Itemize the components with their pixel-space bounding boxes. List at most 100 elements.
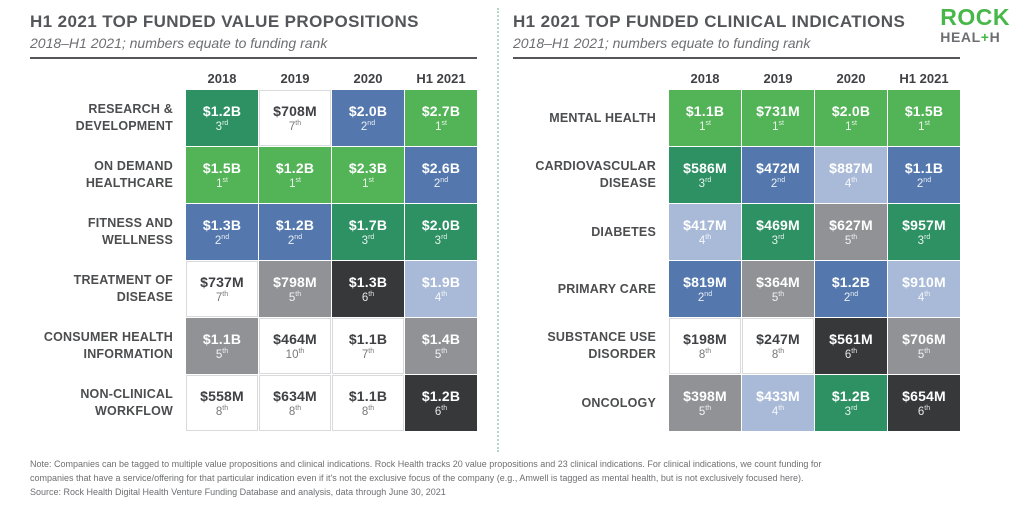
cell-amount: $469M bbox=[756, 217, 800, 234]
cell-rank: 2nd bbox=[434, 177, 448, 190]
row-label: CONSUMER HEALTH INFORMATION bbox=[43, 330, 173, 361]
rank-ordinal: th bbox=[924, 348, 931, 356]
cell-rank: 6th bbox=[845, 348, 857, 361]
rank-number: 1 bbox=[216, 177, 223, 190]
cell-amount: $398M bbox=[683, 388, 727, 405]
heatmap-cell: $2.6B 2nd bbox=[405, 147, 477, 203]
rank-ordinal: th bbox=[924, 291, 931, 299]
rank-ordinal: th bbox=[222, 348, 229, 356]
cell-amount: $1.2B bbox=[275, 217, 315, 234]
cell-amount: $1.9B bbox=[421, 274, 461, 291]
rank-number: 6 bbox=[434, 405, 442, 418]
cell-rank: 1st bbox=[362, 177, 374, 190]
rank-ordinal: th bbox=[295, 120, 302, 128]
heatmap-cell: $433M 4th bbox=[742, 375, 814, 431]
rank-ordinal: th bbox=[778, 405, 785, 413]
heatmap-cell: $464M 10th bbox=[259, 318, 331, 374]
cell-amount: $1.3B bbox=[348, 274, 388, 291]
cell-rank: 4th bbox=[918, 291, 930, 304]
rank-ordinal: st bbox=[778, 120, 784, 128]
rank-number: 6 bbox=[917, 405, 925, 418]
rank-ordinal: nd bbox=[440, 177, 449, 185]
cell-amount: $2.0B bbox=[421, 217, 461, 234]
rank-number: 3 bbox=[698, 177, 706, 190]
cell-amount: $1.7B bbox=[348, 217, 388, 234]
row-label: SUBSTANCE USE DISORDER bbox=[547, 330, 656, 361]
heatmap-cell: $957M 3rd bbox=[888, 204, 960, 260]
heatmap-cell: $654M 6th bbox=[888, 375, 960, 431]
rank-number: 3 bbox=[434, 234, 442, 247]
column-header: H1 2021 bbox=[416, 71, 466, 86]
row-label: RESEARCH & DEVELOPMENT bbox=[75, 102, 173, 133]
heatmap-cell: $1.5B 1st bbox=[888, 90, 960, 146]
heatmap-cell: $2.3B 1st bbox=[332, 147, 404, 203]
rank-ordinal: th bbox=[298, 348, 305, 356]
rank-ordinal: rd bbox=[222, 120, 229, 128]
cell-amount: $1.5B bbox=[202, 160, 242, 177]
cell-rank: 7th bbox=[289, 120, 301, 133]
heatmap-cell: $1.7B 3rd bbox=[332, 204, 404, 260]
logo-h-text: H bbox=[989, 29, 1001, 45]
cell-amount: $417M bbox=[683, 217, 727, 234]
row-label: FITNESS AND WELLNESS bbox=[87, 216, 173, 247]
heatmap-cell: $1.1B 5th bbox=[186, 318, 258, 374]
source-line: Source: Rock Health Digital Health Ventu… bbox=[30, 486, 446, 497]
cell-amount: $1.1B bbox=[348, 331, 388, 348]
heatmap-cell: $2.0B 2nd bbox=[332, 90, 404, 146]
row-label: ON DEMAND HEALTHCARE bbox=[85, 159, 173, 190]
cell-rank: 8th bbox=[772, 348, 784, 361]
heatmap-cell: $1.2B 2nd bbox=[259, 204, 331, 260]
rank-number: 4 bbox=[698, 234, 706, 247]
rank-ordinal: st bbox=[441, 120, 447, 128]
cell-rank: 8th bbox=[362, 405, 374, 418]
heatmap-cell: $398M 5th bbox=[669, 375, 741, 431]
footnotes: Note: Companies can be tagged to multipl… bbox=[30, 458, 978, 500]
row-label: TREATMENT OF DISEASE bbox=[73, 273, 173, 304]
cell-rank: 2nd bbox=[844, 291, 858, 304]
rank-number: 4 bbox=[917, 291, 925, 304]
cell-rank: 8th bbox=[289, 405, 301, 418]
cell-rank: 6th bbox=[435, 405, 447, 418]
rank-number: 8 bbox=[288, 405, 296, 418]
cell-amount: $558M bbox=[200, 388, 244, 405]
cell-rank: 1st bbox=[845, 120, 857, 133]
heatmap-cell: $627M 5th bbox=[815, 204, 887, 260]
rank-number: 5 bbox=[844, 234, 852, 247]
cell-rank: 2nd bbox=[361, 120, 375, 133]
rank-ordinal: th bbox=[368, 291, 375, 299]
rank-ordinal: th bbox=[778, 291, 785, 299]
rank-number: 3 bbox=[215, 120, 223, 133]
logo-heal-text: HEAL bbox=[940, 29, 981, 45]
cell-rank: 2nd bbox=[771, 177, 785, 190]
heatmap-cell: $561M 6th bbox=[815, 318, 887, 374]
rank-number: 7 bbox=[288, 120, 296, 133]
rank-number: 2 bbox=[697, 291, 705, 304]
rank-number: 2 bbox=[214, 234, 222, 247]
panel-divider bbox=[497, 8, 499, 452]
cell-amount: $2.6B bbox=[421, 160, 461, 177]
cell-amount: $472M bbox=[756, 160, 800, 177]
cell-rank: 7th bbox=[362, 348, 374, 361]
heatmap-cell: $472M 2nd bbox=[742, 147, 814, 203]
cell-amount: $247M bbox=[756, 331, 800, 348]
cell-rank: 1st bbox=[216, 177, 228, 190]
cell-amount: $737M bbox=[200, 274, 244, 291]
rank-number: 3 bbox=[771, 234, 779, 247]
cell-amount: $1.1B bbox=[904, 160, 944, 177]
cell-rank: 1st bbox=[289, 177, 301, 190]
title-underline bbox=[513, 57, 960, 59]
logo-plus-icon: + bbox=[980, 29, 990, 45]
heatmap-cell: $558M 8th bbox=[186, 375, 258, 431]
rank-number: 4 bbox=[771, 405, 779, 418]
heatmap-cell: $1.4B 5th bbox=[405, 318, 477, 374]
row-label: DIABETES bbox=[591, 224, 656, 239]
cell-amount: $561M bbox=[829, 331, 873, 348]
rank-ordinal: th bbox=[705, 405, 712, 413]
cell-amount: $464M bbox=[273, 331, 317, 348]
cell-rank: 3rd bbox=[362, 234, 375, 247]
cell-rank: 5th bbox=[435, 348, 447, 361]
cell-amount: $1.2B bbox=[275, 160, 315, 177]
heatmap-cell: $1.5B 1st bbox=[186, 147, 258, 203]
rank-number: 1 bbox=[845, 120, 852, 133]
